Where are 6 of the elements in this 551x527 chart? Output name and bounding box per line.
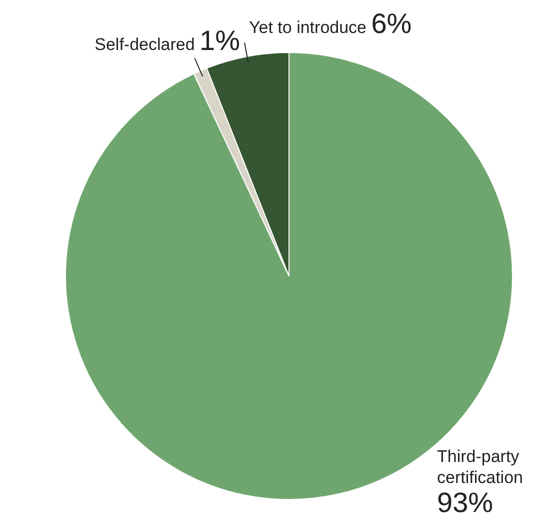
slice-label: Yet to introduce bbox=[249, 18, 372, 37]
data-label: 6% bbox=[371, 8, 412, 39]
data-label: 93% bbox=[437, 487, 494, 518]
slice-label: Self-declared bbox=[94, 35, 200, 54]
slice-label: Third-party certification bbox=[437, 447, 523, 487]
data-label: 1% bbox=[200, 25, 240, 56]
